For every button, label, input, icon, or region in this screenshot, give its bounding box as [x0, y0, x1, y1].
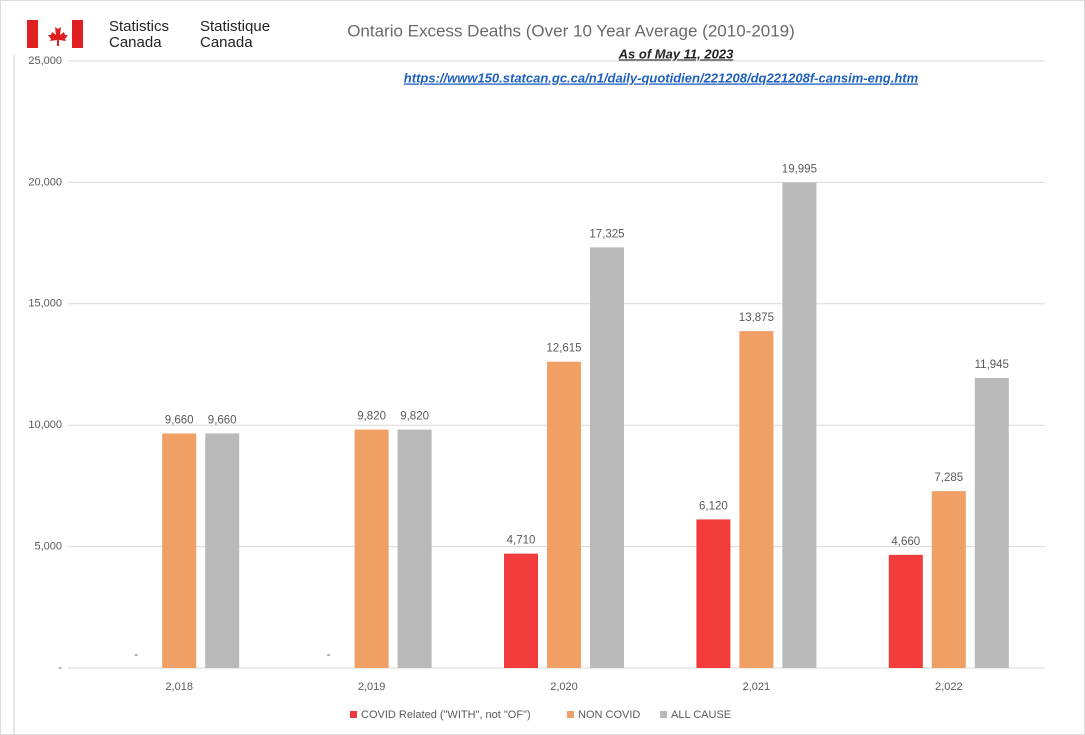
- maple-leaf: [48, 23, 68, 46]
- flag-bar: [27, 20, 38, 48]
- value-label: 17,325: [589, 228, 624, 240]
- value-label: 9,820: [357, 411, 386, 423]
- bar: [931, 491, 966, 668]
- value-label: -: [327, 649, 331, 661]
- bar: [888, 554, 923, 668]
- value-label: 13,875: [739, 312, 774, 324]
- x-tick-label: 2,018: [165, 681, 193, 693]
- value-label: -: [134, 649, 138, 661]
- value-label: 9,660: [208, 414, 237, 426]
- bar: [205, 433, 240, 668]
- legend-swatch: [660, 711, 667, 718]
- y-tick-label: 5,000: [34, 541, 62, 553]
- y-tick-label: 15,000: [28, 298, 62, 310]
- logo-text: Statistique: [200, 18, 270, 35]
- y-tick-label: 25,000: [28, 55, 62, 67]
- value-label: 19,995: [782, 164, 817, 176]
- legend-swatch: [350, 711, 357, 718]
- value-label: 7,285: [934, 472, 963, 484]
- legend-label: COVID Related ("WITH", not "OF"): [361, 709, 531, 721]
- source-link[interactable]: https://www150.statcan.gc.ca/n1/daily-qu…: [404, 70, 919, 85]
- bar: [590, 247, 624, 668]
- x-tick-label: 2,019: [358, 681, 386, 693]
- y-tick-label: -: [58, 662, 62, 674]
- value-label: 11,945: [975, 359, 1009, 371]
- flag-bar: [72, 20, 83, 48]
- x-tick-label: 2,022: [935, 681, 963, 693]
- value-label: 4,660: [891, 536, 920, 548]
- logo-text: Statistics: [109, 18, 169, 35]
- bar: [547, 361, 581, 668]
- bar: [504, 553, 538, 668]
- value-label: 12,615: [546, 343, 581, 355]
- logo-text: Canada: [109, 34, 162, 51]
- value-label: 4,710: [507, 535, 536, 547]
- bar: [397, 429, 432, 668]
- bar: [696, 519, 731, 668]
- value-label: 9,820: [400, 411, 429, 423]
- bar: [354, 429, 389, 668]
- chart-subtitle: As of May 11, 2023: [618, 46, 734, 61]
- bar: [162, 433, 197, 668]
- value-label: 6,120: [699, 500, 728, 512]
- chart-title: Ontario Excess Deaths (Over 10 Year Aver…: [347, 21, 795, 40]
- bar: [974, 377, 1009, 668]
- bar: [739, 331, 774, 668]
- value-label: 9,660: [165, 414, 194, 426]
- legend-label: ALL CAUSE: [671, 709, 731, 721]
- y-tick-label: 20,000: [28, 176, 62, 188]
- bar: [782, 182, 817, 668]
- legend-label: NON COVID: [578, 709, 640, 721]
- x-tick-label: 2,020: [550, 681, 578, 693]
- logo: Statistics Canada Statistique Canada: [27, 18, 270, 51]
- legend-swatch: [567, 711, 574, 718]
- x-tick-label: 2,021: [743, 681, 771, 693]
- y-tick-label: 10,000: [28, 419, 62, 431]
- logo-text: Canada: [200, 34, 253, 51]
